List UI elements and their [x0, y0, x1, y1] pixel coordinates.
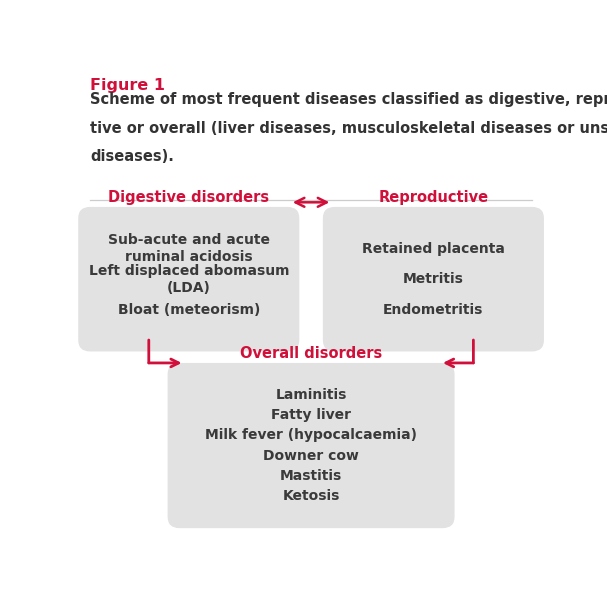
FancyBboxPatch shape: [168, 363, 455, 528]
Text: Laminitis: Laminitis: [276, 388, 347, 402]
Text: Overall disorders: Overall disorders: [240, 346, 382, 361]
Text: Digestive disorders: Digestive disorders: [108, 190, 270, 204]
Text: Downer cow: Downer cow: [263, 449, 359, 462]
Text: Retained placenta: Retained placenta: [362, 242, 505, 256]
Text: Metritis: Metritis: [403, 272, 464, 286]
Text: Fatty liver: Fatty liver: [271, 408, 351, 422]
Text: tive or overall (liver diseases, musculoskeletal diseases or unspecific: tive or overall (liver diseases, musculo…: [90, 120, 607, 136]
Text: Figure 1: Figure 1: [90, 79, 165, 94]
Text: Milk fever (hypocalcaemia): Milk fever (hypocalcaemia): [205, 429, 417, 442]
Text: Reproductive: Reproductive: [378, 190, 489, 204]
Text: Bloat (meteorism): Bloat (meteorism): [118, 303, 260, 316]
Text: Left displaced abomasum
(LDA): Left displaced abomasum (LDA): [89, 264, 289, 294]
Text: Sub-acute and acute
ruminal acidosis: Sub-acute and acute ruminal acidosis: [108, 234, 270, 264]
Text: diseases).: diseases).: [90, 149, 174, 164]
Text: Mastitis: Mastitis: [280, 469, 342, 483]
FancyBboxPatch shape: [323, 207, 544, 352]
Text: Ketosis: Ketosis: [282, 489, 340, 504]
FancyBboxPatch shape: [78, 207, 299, 352]
Text: Scheme of most frequent diseases classified as digestive, reproduc-: Scheme of most frequent diseases classif…: [90, 92, 607, 107]
Text: Endometritis: Endometritis: [383, 303, 484, 316]
